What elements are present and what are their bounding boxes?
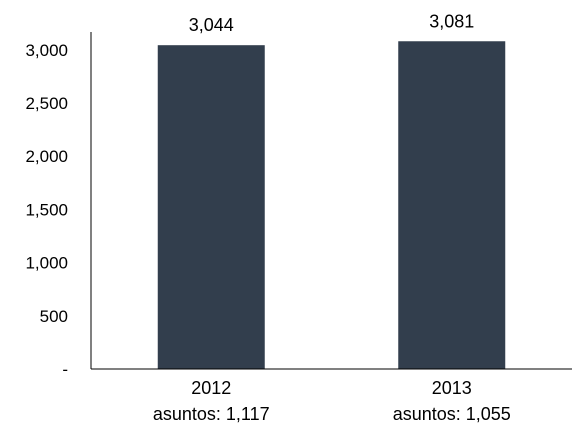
x-tick-sublabel: asuntos: 1,055 xyxy=(393,404,511,424)
x-tick-label: 2012 xyxy=(191,378,231,398)
y-tick-label: 2,500 xyxy=(25,94,68,113)
bar-2012 xyxy=(157,45,265,369)
y-tick-label: 2,000 xyxy=(25,147,68,166)
data-labels: 3,044 3,081 xyxy=(189,11,475,35)
x-axis: 2012 asuntos: 1,117 2013 asuntos: 1,055 xyxy=(91,368,572,424)
y-tick-label: 500 xyxy=(40,307,68,326)
x-tick-label: 2013 xyxy=(432,378,472,398)
data-label: 3,044 xyxy=(189,15,234,35)
y-tick-label: 1,500 xyxy=(25,200,68,219)
y-tick-label: 1,000 xyxy=(25,254,68,273)
data-label: 3,081 xyxy=(429,11,474,31)
y-tick-label: 3,000 xyxy=(25,41,68,60)
x-tick-sublabel: asuntos: 1,117 xyxy=(153,404,270,424)
bar-2013 xyxy=(398,41,506,369)
bars xyxy=(157,41,506,369)
y-axis: - 500 1,000 1,500 2,000 2,500 3,000 xyxy=(25,32,92,379)
y-tick-label: - xyxy=(62,360,68,379)
